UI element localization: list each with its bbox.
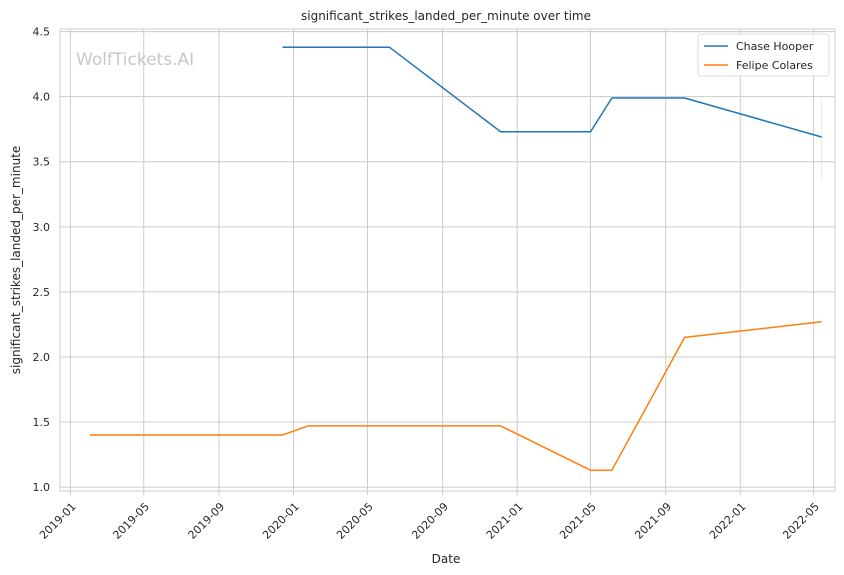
x-axis-title: Date [432,552,461,566]
y-axis-title: significant_strikes_landed_per_minute [9,146,23,375]
y-tick-label: 4.5 [33,26,51,39]
legend-label: Chase Hooper [736,40,814,53]
y-tick-label: 2.0 [33,351,51,364]
x-tick-label: 2019-01 [37,500,79,542]
x-tick-label: 2022-01 [707,500,749,542]
x-tick-label: 2020-01 [260,500,302,542]
x-tick-label: 2021-09 [632,500,674,542]
x-tick-label: 2021-01 [484,500,526,542]
series-lines [89,46,823,471]
x-tick-label: 2021-05 [557,500,599,542]
y-tick-label: 3.5 [33,156,51,169]
plot-frame [59,28,836,492]
gridlines [60,29,835,491]
y-tick-label: 4.0 [33,91,51,104]
y-tick-label: 1.5 [33,416,51,429]
y-tick-label: 3.0 [33,221,51,234]
x-tick-label: 2019-05 [110,500,152,542]
legend: Chase Hooper Felipe Colares [697,33,830,77]
x-tick-label: 2022-05 [780,500,822,542]
x-tick-label: 2020-05 [334,500,376,542]
series-line-felipe-colares [89,321,822,471]
legend-label: Felipe Colares [736,59,813,72]
plot-background [60,29,835,491]
y-tick-label: 2.5 [33,286,51,299]
y-tick-label: 1.0 [33,481,51,494]
legend-box [697,33,830,77]
series-line-chase-hooper [282,46,822,138]
x-tick-label: 2019-09 [186,500,228,542]
watermark: WolfTickets.AI [76,50,194,70]
plot-area [60,29,835,491]
x-tick-label: 2020-09 [409,500,451,542]
chart-title: significant_strikes_landed_per_minute ov… [301,9,591,23]
